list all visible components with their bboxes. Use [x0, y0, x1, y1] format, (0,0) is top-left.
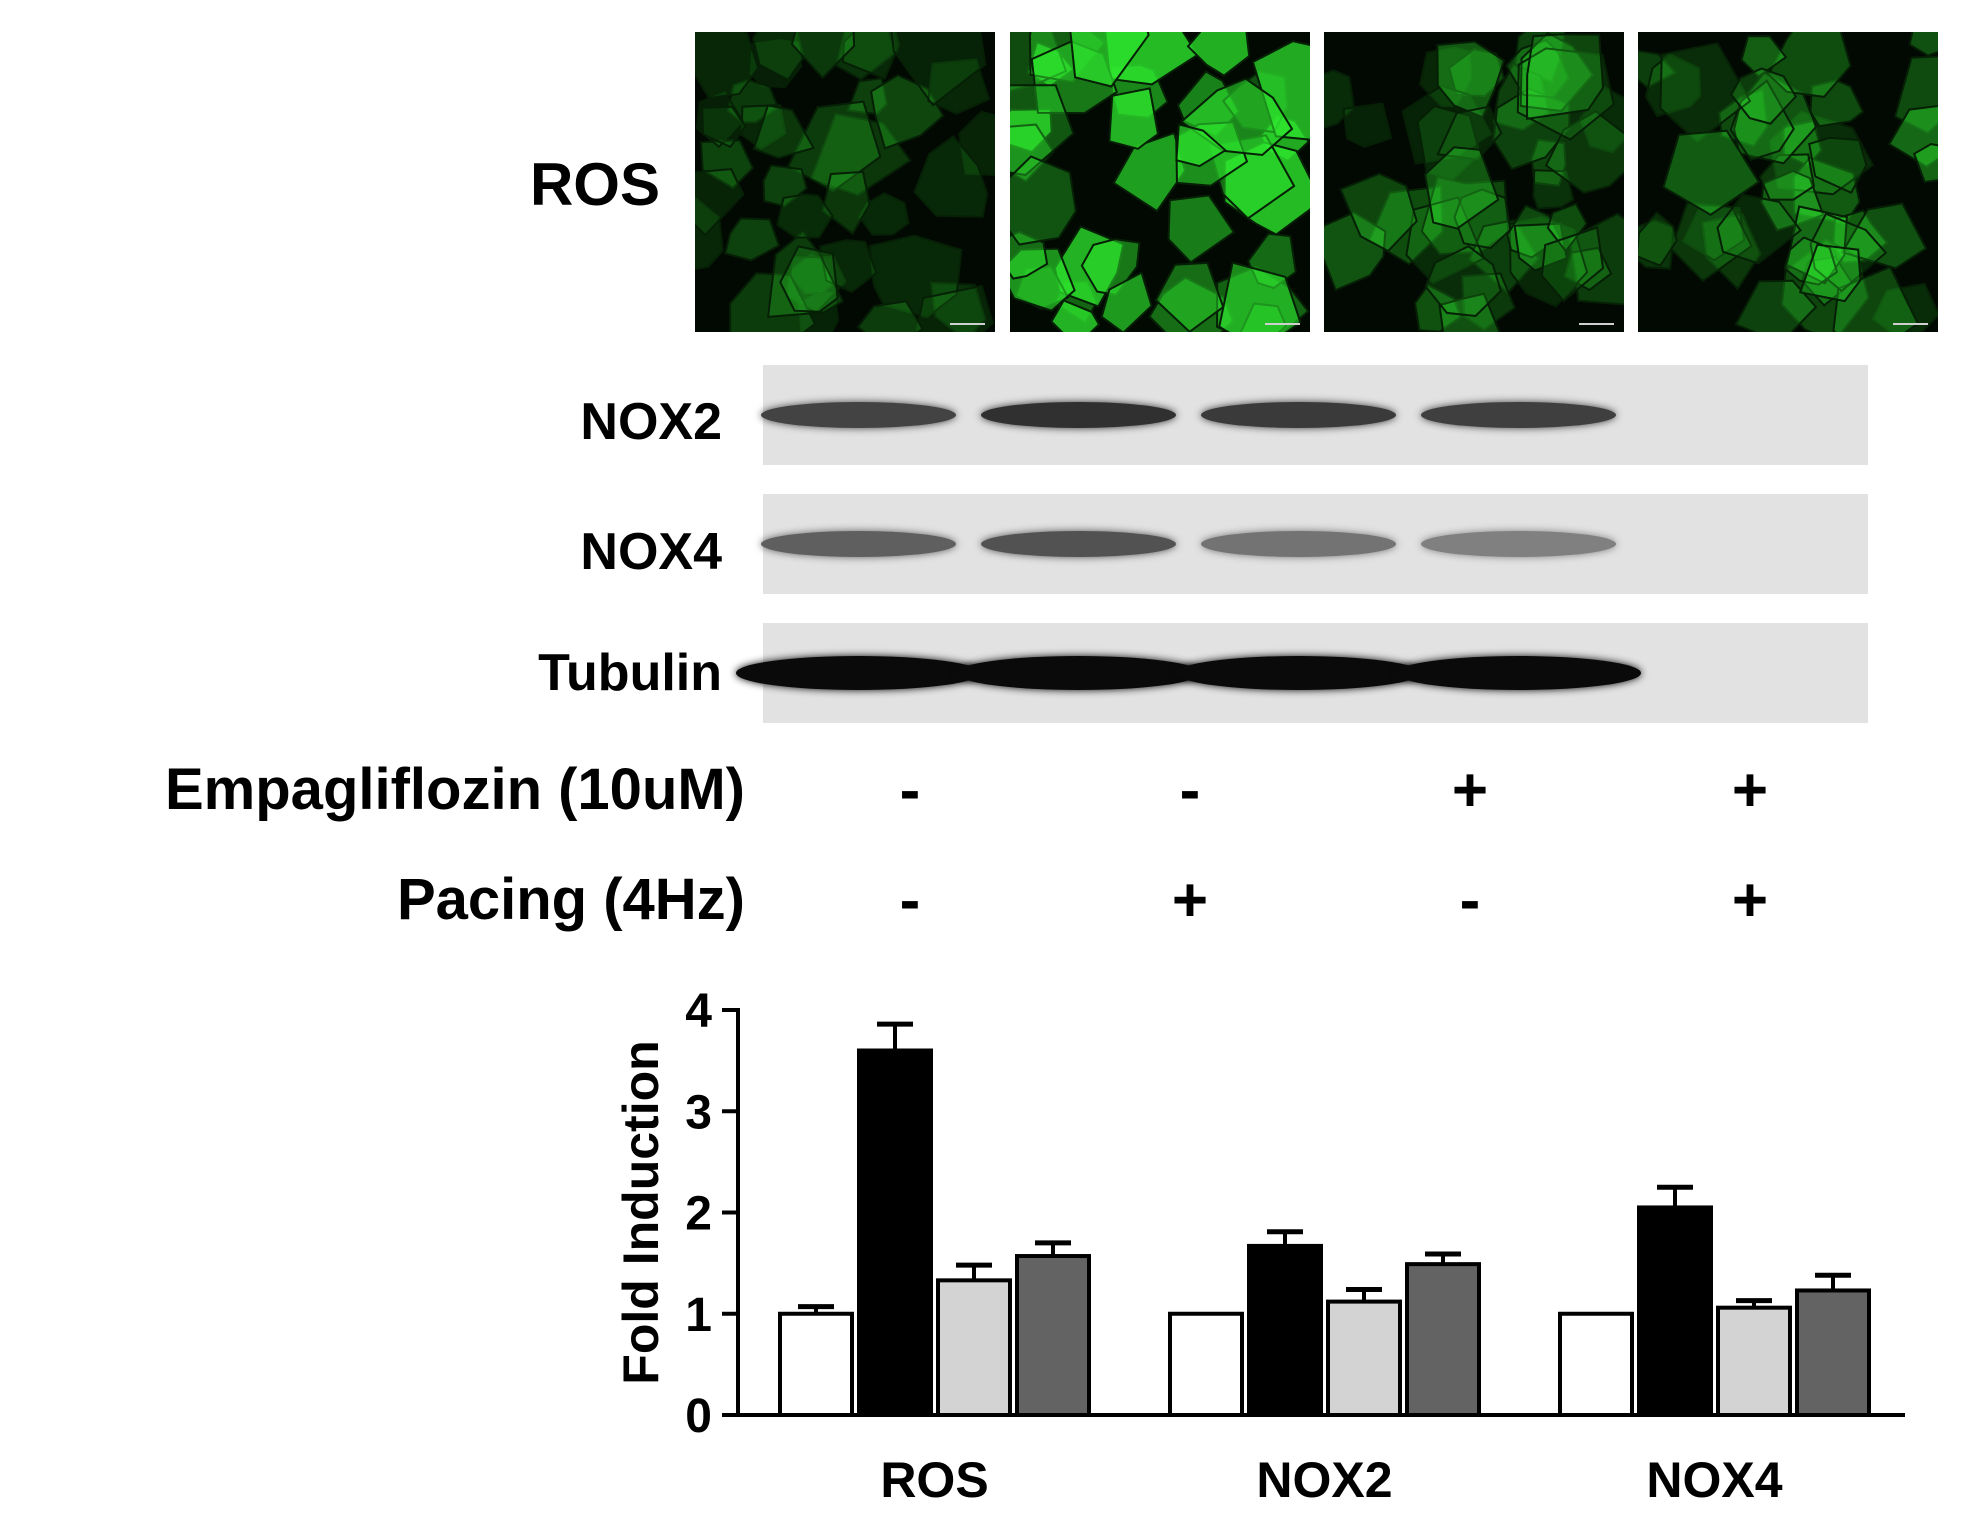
bar-ros-4 [1015, 1254, 1091, 1417]
bar-ros-3 [936, 1278, 1012, 1418]
blot-band [760, 402, 956, 428]
bar-nox4-3 [1716, 1305, 1792, 1418]
bar-nox2-3 [1326, 1299, 1402, 1417]
blot-band [735, 656, 981, 690]
bar-nox4-1 [1558, 1311, 1634, 1417]
y-axis-label: Fold Induction [613, 1040, 669, 1384]
bar-ros-2 [857, 1048, 933, 1417]
y-tick-label: 3 [685, 1086, 712, 1139]
bar-nox4-4 [1795, 1288, 1871, 1418]
blot-band [1420, 402, 1616, 428]
blot-band [1395, 656, 1641, 690]
blot-label-tubulin: Tubulin [538, 644, 722, 702]
micrograph-control [695, 32, 995, 332]
micrograph-empagliflozin-pacing [1638, 32, 1938, 332]
ros-image-label: ROS [529, 151, 660, 218]
sign-pacing-1: - [899, 866, 921, 935]
x-tick-label-nox4: NOX4 [1646, 1452, 1782, 1508]
blot-band [760, 531, 956, 557]
y-tick-label: 1 [685, 1289, 712, 1342]
bar-nox2-4 [1405, 1262, 1481, 1417]
sign-pacing-3: - [1459, 866, 1481, 935]
y-tick-label: 0 [685, 1390, 712, 1443]
blot-band [1175, 656, 1421, 690]
bar-nox2-1 [1168, 1311, 1244, 1417]
y-tick-label: 4 [685, 985, 712, 1038]
sign-pacing-2: + [1171, 866, 1209, 935]
sign-empagliflozin-3: + [1451, 756, 1489, 825]
sign-empagliflozin-4: + [1731, 756, 1769, 825]
blot-tubulin [735, 623, 1868, 723]
blot-band [1200, 531, 1396, 557]
micrograph-pacing [1010, 32, 1310, 332]
micrograph-empagliflozin [1324, 32, 1624, 332]
blot-label-nox4: NOX4 [580, 523, 722, 581]
condition-label-empagliflozin: Empagliflozin (10uM) [165, 757, 745, 822]
blot-label-nox2: NOX2 [580, 393, 722, 451]
blot-band [955, 656, 1201, 690]
x-tick-label-nox2: NOX2 [1256, 1452, 1392, 1508]
blot-band [1200, 402, 1396, 428]
blot-band [980, 402, 1176, 428]
sign-empagliflozin-1: - [899, 756, 921, 825]
bar-nox2-2 [1247, 1243, 1323, 1417]
sign-empagliflozin-2: - [1179, 756, 1201, 825]
blot-band [1420, 531, 1616, 557]
blot-band [980, 531, 1176, 557]
y-tick-label: 2 [685, 1188, 712, 1241]
condition-label-pacing: Pacing (4Hz) [396, 867, 745, 932]
sign-pacing-4: + [1731, 866, 1769, 935]
bar-ros-1 [778, 1311, 854, 1417]
x-tick-label-ros: ROS [880, 1452, 988, 1508]
blot-nox2 [760, 365, 1868, 465]
bar-nox4-2 [1637, 1205, 1713, 1417]
blot-nox4 [760, 494, 1868, 594]
